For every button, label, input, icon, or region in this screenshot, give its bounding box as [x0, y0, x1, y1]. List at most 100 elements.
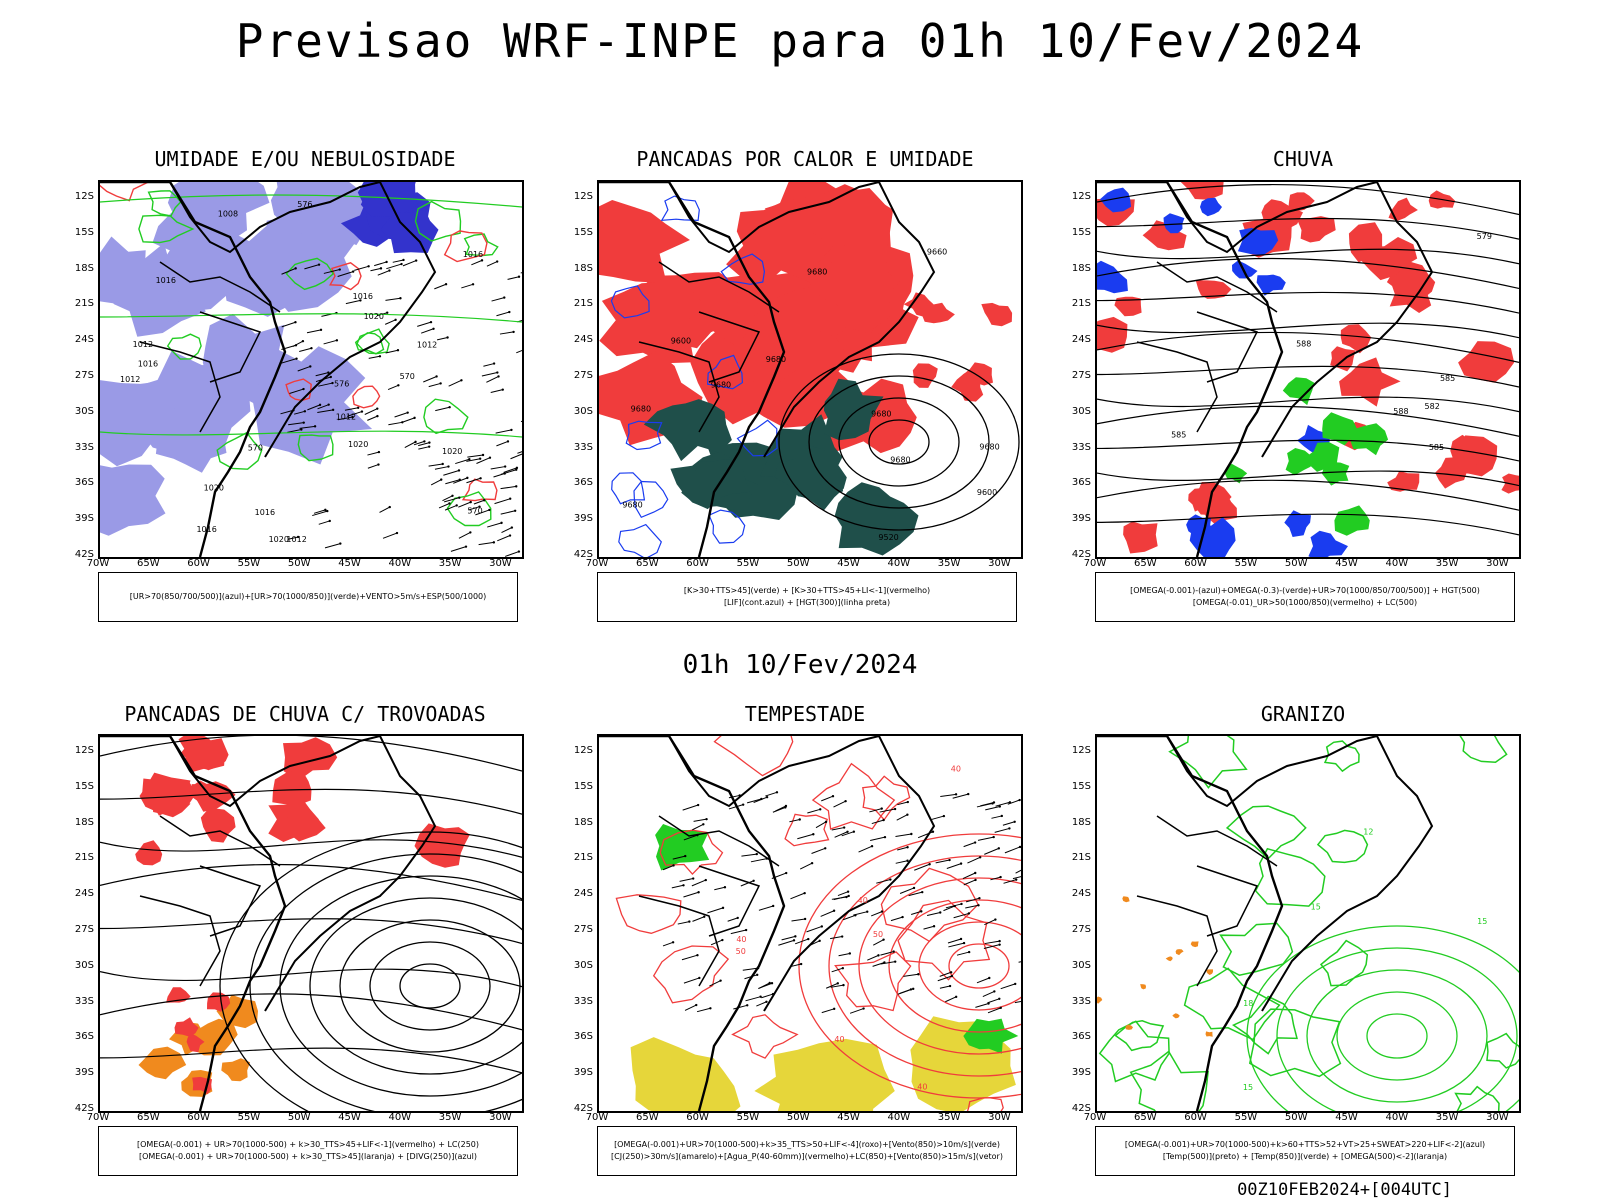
wind-vector-head: [992, 835, 995, 839]
wind-vector-head: [948, 858, 951, 862]
isoline: [309, 897, 522, 1075]
wind-vector: [280, 358, 297, 364]
wind-vector-head: [1000, 814, 1004, 818]
latitude-tick-label: 27S: [573, 370, 593, 381]
latitude-tick-label: 42S: [74, 549, 94, 560]
wind-vector: [842, 914, 856, 921]
isoline: [948, 943, 1010, 989]
wind-vector: [873, 939, 884, 946]
latitude-tick-label: 27S: [74, 924, 94, 935]
wind-vector-head: [488, 508, 491, 512]
latitude-tick-label: 21S: [74, 298, 94, 310]
panel-title: GRANIZO: [1260, 702, 1346, 726]
latitude-tick-label: 39S: [573, 513, 593, 525]
latitude-tick-label: 12S: [573, 745, 593, 756]
streamline: [1097, 396, 1519, 413]
latitude-tick-label: 27S: [573, 924, 593, 935]
longitude-tick-label: 50W: [1284, 558, 1308, 569]
wind-vector-head: [810, 861, 814, 865]
wind-vector: [394, 412, 408, 418]
wind-vector: [976, 802, 993, 808]
wind-vector-head: [388, 505, 391, 509]
wind-vector: [984, 919, 996, 926]
latitude-tick-label: 30S: [573, 959, 593, 971]
wind-vector: [662, 865, 674, 871]
wind-vector-head: [326, 509, 329, 513]
contour-label: 582: [1425, 402, 1440, 411]
wind-vector: [880, 961, 896, 965]
latitude-tick-label: 33S: [74, 995, 94, 1007]
wind-vector: [442, 495, 453, 502]
wind-vector-head: [317, 263, 321, 266]
rain-region-blue: [1097, 260, 1128, 294]
wind-vector-head: [684, 854, 687, 858]
wind-vector-head: [492, 362, 496, 365]
wind-vector: [413, 440, 425, 446]
wind-vector: [691, 879, 706, 887]
wind-vector: [977, 836, 994, 841]
longitude-tick-label: 70W: [1083, 1112, 1107, 1123]
wind-vector-head: [480, 259, 484, 262]
temp850-contour: [1098, 1020, 1170, 1083]
legend-line: [UR>70(850/700/500)](azul)+[UR>70(1000/8…: [129, 592, 487, 601]
wind-vector: [379, 506, 390, 513]
wind-vector-head: [832, 1007, 836, 1011]
wind-vector-head: [402, 258, 405, 262]
wind-vector: [1014, 1000, 1021, 1004]
wind-vector-head: [515, 485, 518, 488]
isoline: [1336, 991, 1458, 1081]
latitude-tick-label: 39S: [1071, 1067, 1091, 1079]
wind-vector: [386, 263, 402, 270]
wind-vector: [500, 510, 516, 515]
isoline: [369, 941, 491, 1031]
wind-vector: [481, 372, 498, 377]
omega-region: [1122, 896, 1130, 903]
longitude-tick-label: 60W: [686, 1112, 709, 1123]
wind-vector: [377, 270, 390, 276]
coastline: [100, 736, 287, 1111]
pw-contour: [811, 762, 896, 830]
thunderstorm-region: [135, 840, 163, 866]
wind-vector: [778, 939, 795, 946]
longitude-tick-label: 35W: [937, 558, 961, 569]
wind-vector: [495, 429, 512, 434]
latitude-tick-label: 42S: [1071, 549, 1091, 560]
wind-vector: [910, 910, 922, 916]
wind-vector: [493, 473, 505, 478]
contour-label: 15: [1477, 917, 1487, 926]
wind-vector-head: [931, 830, 935, 833]
streamline: [1097, 439, 1519, 462]
wind-vector: [714, 886, 726, 891]
wind-vector: [838, 952, 850, 957]
wind-vector: [370, 267, 382, 272]
panel-legend: [OMEGA(-0.001) + UR>70(1000-500) + k>30_…: [98, 1126, 518, 1176]
wind-vector-head: [880, 807, 883, 810]
latitude-tick-label: 36S: [1071, 1031, 1091, 1043]
wind-vector: [831, 827, 845, 831]
wind-vector: [895, 860, 908, 864]
wind-vector-head: [883, 835, 887, 839]
wind-vector-head: [359, 299, 362, 302]
contour-label: 9660: [927, 248, 947, 257]
wind-vector: [382, 532, 398, 539]
wind-vector-head: [820, 925, 824, 928]
wind-vector: [937, 975, 953, 982]
east-coastline: [169, 182, 437, 458]
wind-vector-head: [1008, 801, 1012, 804]
wind-vector-head: [988, 976, 991, 980]
wind-vector-head: [844, 799, 847, 803]
humidity-contour: [463, 233, 499, 257]
wind-vector-head: [756, 973, 759, 977]
wind-vector: [692, 823, 704, 831]
wind-vector: [318, 520, 330, 525]
contour-label: 40: [951, 765, 961, 774]
wind-vector-head: [376, 407, 379, 410]
heat-shower-region: [951, 373, 984, 402]
wind-vector: [497, 535, 511, 542]
latitude-tick-label: 21S: [74, 852, 94, 864]
latitude-tick-label: 30S: [1071, 405, 1091, 417]
coastline: [1097, 182, 1284, 557]
wind-vector-head: [755, 852, 758, 856]
latitude-tick-label: 18S: [1071, 816, 1091, 828]
streamline: [1097, 248, 1519, 265]
